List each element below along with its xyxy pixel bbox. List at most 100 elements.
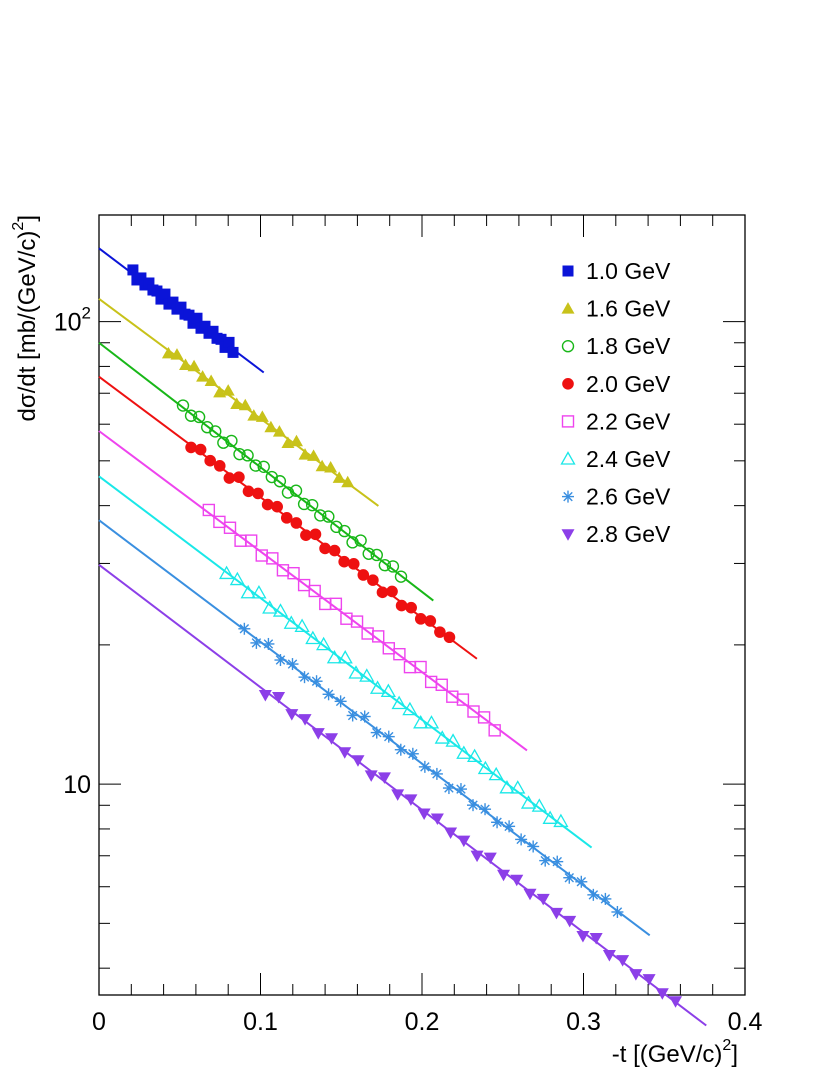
data-point	[338, 524, 351, 538]
series-points-5	[218, 565, 569, 828]
data-points	[127, 264, 683, 1008]
legend-label: 2.8 GeV	[586, 521, 671, 547]
data-point	[298, 671, 311, 684]
data-point	[434, 730, 450, 744]
asterisk-stroke	[371, 727, 382, 738]
legend-marker	[562, 378, 574, 390]
data-point	[283, 615, 299, 629]
data-point	[346, 536, 359, 549]
data-point	[599, 892, 612, 905]
legend-marker	[562, 490, 574, 503]
data-point	[286, 658, 299, 671]
data-point	[393, 647, 406, 661]
data-point	[642, 974, 656, 986]
legend-label: 2.2 GeV	[586, 408, 671, 434]
legend-marker	[562, 265, 574, 277]
data-point	[297, 497, 311, 511]
legend-label: 1.0 GeV	[586, 258, 671, 284]
data-point	[430, 767, 443, 780]
data-point	[563, 871, 576, 884]
data-point	[369, 680, 386, 694]
asterisk-stroke	[263, 639, 274, 649]
asterisk-stroke	[528, 841, 538, 852]
data-point	[251, 585, 267, 599]
data-point	[457, 835, 471, 848]
asterisk-stroke	[396, 744, 406, 755]
data-point	[328, 544, 341, 557]
data-point	[520, 795, 537, 809]
asterisk-stroke	[432, 769, 442, 779]
data-point	[338, 555, 350, 568]
data-point	[289, 484, 303, 497]
data-point	[202, 503, 216, 517]
asterisk-stroke	[588, 890, 599, 900]
data-point	[272, 425, 286, 437]
axis-labels: -t [(GeV/c)2] dσ/dt [mb/(GeV/c) 2]	[10, 215, 738, 1068]
data-point	[394, 570, 408, 583]
x-axis-title: -t [(GeV/c)2]	[612, 1037, 738, 1068]
fit-line-4	[98, 430, 528, 752]
data-point	[285, 709, 299, 721]
data-point	[274, 654, 287, 667]
data-point	[252, 487, 264, 500]
data-point	[515, 833, 528, 846]
data-point	[233, 471, 245, 483]
data-point	[261, 498, 274, 511]
data-point	[223, 336, 235, 348]
data-point	[271, 500, 283, 513]
data-point	[376, 586, 389, 599]
legend-label: 1.8 GeV	[586, 333, 671, 359]
data-point	[238, 622, 251, 635]
data-point	[576, 931, 590, 943]
asterisk-stroke	[504, 821, 514, 832]
data-point	[616, 955, 630, 967]
data-point	[329, 597, 343, 611]
data-point	[196, 370, 210, 382]
data-point	[262, 600, 278, 614]
legend: 1.0 GeV 1.6 GeV 1.8 GeV 2.0 GeV 2.2 GeV 2.4 G…	[560, 258, 671, 547]
data-point	[289, 434, 303, 447]
data-point	[319, 542, 331, 555]
data-point	[602, 950, 616, 962]
data-point	[372, 630, 385, 643]
asterisk-stroke	[492, 817, 502, 828]
data-point	[322, 510, 335, 523]
data-point	[326, 649, 343, 664]
data-point	[435, 678, 448, 691]
data-point	[241, 449, 254, 462]
series-points-3	[185, 441, 456, 644]
data-point	[424, 615, 437, 627]
data-point	[215, 333, 227, 345]
data-point	[247, 409, 261, 421]
x-tick-label: 0.1	[243, 1008, 278, 1036]
data-point	[430, 813, 444, 826]
y-tick-label-sup: 2	[82, 304, 91, 323]
x-axis-title-end: ]	[731, 1041, 738, 1068]
x-axis-title-text: -t [(GeV/c)	[612, 1041, 723, 1068]
y-axis-title-text: dσ/dt [mb/(GeV/c)	[14, 231, 41, 422]
x-axis-title-sup: 2	[722, 1037, 731, 1054]
data-point	[191, 312, 203, 324]
data-point	[348, 665, 364, 679]
data-point	[135, 272, 147, 284]
data-point	[294, 618, 310, 632]
data-point	[176, 399, 190, 412]
data-point	[553, 813, 569, 828]
data-point	[523, 888, 537, 901]
asterisk-stroke	[564, 872, 575, 883]
data-point	[402, 701, 418, 716]
data-point	[669, 996, 683, 1008]
data-point	[477, 760, 494, 775]
series-points-7	[258, 690, 683, 1008]
data-point	[199, 320, 211, 332]
data-point	[230, 397, 244, 409]
data-point	[325, 733, 339, 745]
data-point	[242, 485, 255, 498]
data-point	[655, 988, 669, 1000]
data-point	[298, 448, 312, 460]
data-point	[488, 724, 501, 737]
data-point	[309, 528, 322, 541]
data-point	[332, 471, 346, 483]
data-point	[417, 808, 431, 820]
